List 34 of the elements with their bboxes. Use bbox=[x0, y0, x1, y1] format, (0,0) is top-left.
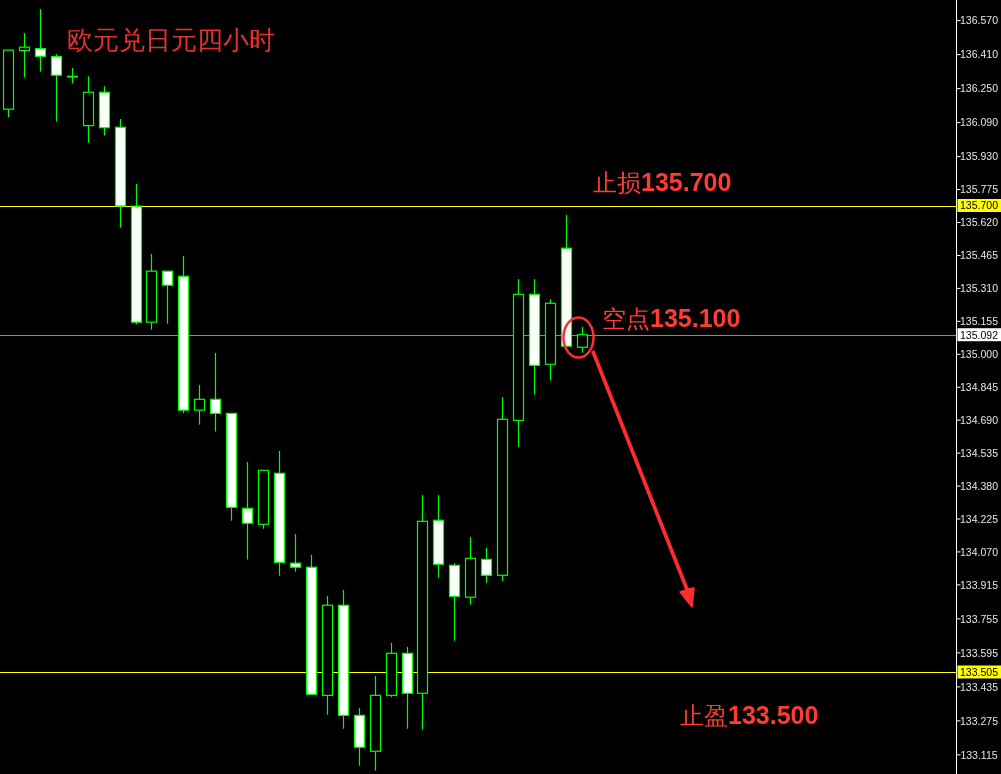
y-tick-label: 134.535 bbox=[960, 446, 999, 459]
candlestick bbox=[241, 461, 254, 561]
annotation: 止损135.700 bbox=[593, 167, 732, 197]
candlestick bbox=[416, 494, 429, 731]
y-tick-label: 136.090 bbox=[960, 116, 999, 129]
y-tick-label: 134.845 bbox=[960, 381, 999, 394]
y-tick-label: 134.070 bbox=[960, 545, 999, 558]
y-tick-label: 134.225 bbox=[960, 512, 999, 525]
y-tick-label: 135.620 bbox=[960, 216, 999, 229]
y-tick-label: 136.570 bbox=[960, 14, 999, 27]
candlestick bbox=[369, 675, 382, 772]
y-tick-label: 136.250 bbox=[960, 82, 999, 95]
text: 欧元兑日元四小时 bbox=[67, 25, 275, 55]
candlestick bbox=[209, 352, 222, 433]
y-tick-label: 135.775 bbox=[960, 183, 999, 196]
ref-line-label: 135.700 bbox=[960, 199, 999, 212]
ref-line-label: 133.505 bbox=[960, 665, 999, 678]
y-tick-label: 135.310 bbox=[960, 282, 999, 295]
y-tick-label: 133.115 bbox=[960, 748, 998, 761]
annotation: 止盈133.500 bbox=[680, 701, 819, 731]
y-tick-label: 133.595 bbox=[960, 646, 999, 659]
ref-line-label: 135.092 bbox=[960, 328, 999, 341]
y-tick-label: 134.380 bbox=[960, 479, 999, 492]
y-tick-label: 133.755 bbox=[960, 612, 999, 625]
y-tick-label: 133.275 bbox=[960, 714, 999, 727]
annotation: 空点135.100 bbox=[602, 304, 741, 334]
y-tick-label: 135.930 bbox=[960, 150, 999, 163]
y-tick-label: 135.155 bbox=[960, 315, 999, 328]
y-tick-label: 136.410 bbox=[960, 48, 999, 61]
y-tick-label: 135.465 bbox=[960, 249, 999, 262]
y-tick-label: 134.690 bbox=[960, 413, 999, 426]
y-tick-label: 133.915 bbox=[960, 578, 999, 591]
y-tick-label: 135.000 bbox=[960, 348, 999, 361]
y-tick-label: 133.435 bbox=[960, 680, 999, 693]
